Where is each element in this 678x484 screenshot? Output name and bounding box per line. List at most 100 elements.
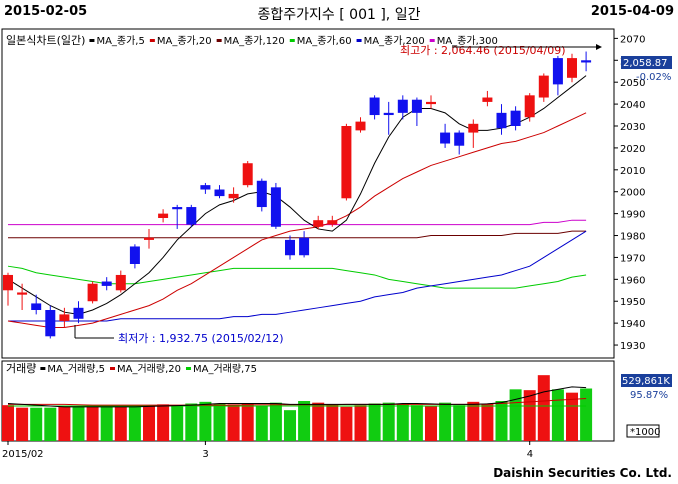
candle-body [73,307,84,319]
volume-bar [537,375,550,441]
candle-body [87,283,98,302]
candle-body [31,303,42,310]
volume-bar [410,405,423,441]
volume-bar [199,401,212,441]
volume-bar [100,406,113,441]
candle-body [411,99,422,113]
y-tick-label: 1980 [620,232,645,243]
volume-badge-box [621,374,672,387]
volume-bar [269,402,282,441]
volume-bar [509,389,522,441]
volume-bar [354,405,367,441]
volume-bars[interactable] [2,375,593,441]
volume-bar [467,401,480,441]
price-legend-item: MA_종가,120 [224,35,285,47]
candle-body [242,163,253,186]
volume-legend-label: 거래량 [6,362,36,375]
candle-body [468,123,479,133]
candle-body [186,207,197,225]
ma5-line [7,75,587,315]
y-tick-label: 2030 [620,122,645,133]
price-legend-swatch [89,39,95,42]
price-legend-swatch [356,39,362,42]
x-tick-label: 4 [527,449,533,460]
volume-bar [16,407,29,441]
candle-body [369,97,380,116]
volume-bar [58,406,71,441]
volume-bar [340,406,353,441]
candle-body [115,274,126,291]
price-badge-change: -0.02% [636,72,671,83]
volume-moving-averages [7,386,587,408]
y-tick-label: 1990 [620,210,645,221]
candle-body [482,97,493,102]
y-tick-label: 1940 [620,319,645,330]
date-axis: 2015/02 3 4 [2,441,533,460]
volume-bar [171,405,184,441]
candle-body [3,274,13,291]
candle-body [454,132,465,146]
volume-bar [255,406,268,441]
candle-body [256,180,267,208]
candle-body [129,246,140,264]
volume-bar [241,403,254,441]
volume-bar [114,406,127,441]
price-badge-value: 2,058.87 [623,58,668,69]
price-legend-item: MA_종가,20 [157,35,212,47]
candle-body [397,99,408,113]
volume-bar [368,403,381,441]
candle-body [45,310,56,337]
price-badge-box [621,56,672,69]
candle-body [172,207,183,210]
price-legend-swatch [149,39,155,42]
price-legend-item: MA_종가,5 [96,35,144,47]
volume-bar [566,392,578,441]
footer-brand: Daishin Securities Co. Ltd. [493,466,672,480]
price-legend-label: 일본식차트(일간) [6,33,85,47]
volume-bar [382,402,395,441]
legends: 일본식차트(일간) MA_종가,5 MA_종가,20 MA_종가,120 MA_종가,6… [6,33,498,375]
candles[interactable] [3,51,592,339]
volume-bar [213,403,226,441]
volume-bar [284,410,296,441]
end-date: 2015-04-09 [590,4,674,19]
volume-bar [86,406,99,441]
price-moving-averages [7,75,587,329]
candle-body [270,187,281,227]
candle-body [327,220,338,225]
price-legend-item: MA_종가,300 [437,35,498,47]
volume-bar [453,405,466,441]
ma120-line [8,230,587,239]
y-tick-label: 2070 [620,34,645,45]
chart-title: 종합주가지수 [ 001 ], 일간 [257,7,421,23]
candle-body [228,193,239,199]
volume-bar [396,404,409,441]
volume-bar [128,406,141,441]
y-tick-label: 2040 [620,100,645,111]
volume-bar [2,405,14,441]
volume-bar [312,402,325,441]
candle-body [101,281,112,286]
volume-legend-swatch [110,367,115,370]
ma20-line [7,112,587,329]
price-legend-swatch [429,39,435,42]
y-tick-label: 2000 [620,188,645,199]
volume-bar [72,406,85,441]
candle-body [538,75,549,98]
candle-body [299,237,310,256]
volume-unit: *1000 [630,427,660,438]
candle-body [567,58,577,78]
y-tick-label: 1970 [620,253,645,264]
volume-bar [481,403,494,441]
x-tick-label: 3 [202,449,208,460]
candle-body [426,101,436,105]
candle-body [496,112,507,129]
price-legend-swatch [289,39,295,42]
candle-body [341,126,352,199]
high-arrowhead [596,44,602,50]
volume-unit-box [626,424,660,438]
candle-body [440,132,451,144]
volume-bar [143,406,155,441]
volume-bar [425,406,437,441]
